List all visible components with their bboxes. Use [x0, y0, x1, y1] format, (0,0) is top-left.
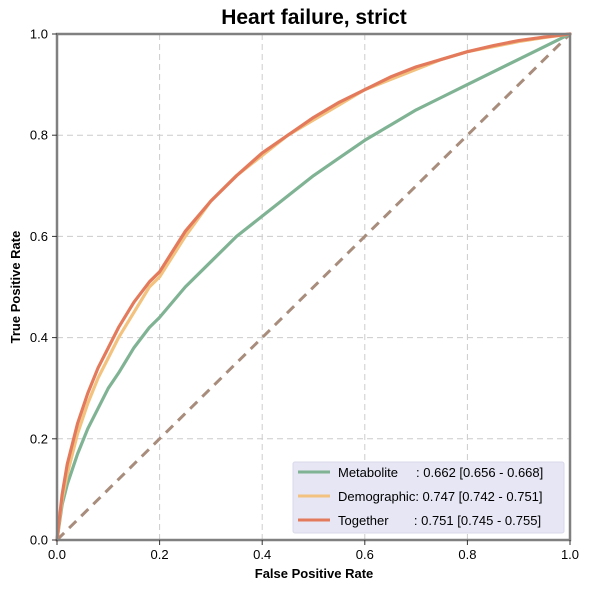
x-tick-label: 1.0 — [561, 547, 579, 562]
legend: Metabolite : 0.662 [0.656 - 0.668] Demog… — [292, 461, 565, 534]
reference-line-group — [55, 32, 572, 542]
y-tick-label: 0.4 — [30, 330, 48, 345]
x-axis-label: False Positive Rate — [255, 566, 374, 581]
legend-label-metabolite: Metabolite : 0.662 [0.656 - 0.668] — [338, 465, 543, 480]
legend-label-demographic: Demographic: 0.747 [0.742 - 0.751] — [338, 489, 543, 504]
y-tick-label: 0.2 — [30, 431, 48, 446]
x-axis-ticks: 0.0 0.2 0.4 0.6 0.8 1.0 — [48, 540, 579, 562]
y-tick-label: 0.6 — [30, 229, 48, 244]
x-tick-label: 0.8 — [458, 547, 476, 562]
plot-frame — [55, 32, 572, 542]
legend-box — [292, 461, 565, 534]
y-tick-label: 0.8 — [30, 128, 48, 143]
x-tick-label: 0.4 — [253, 547, 271, 562]
x-tick-label: 0.0 — [48, 547, 66, 562]
y-axis-ticks: 0.0 0.2 0.4 0.6 0.8 1.0 — [30, 27, 57, 548]
legend-label-together: Together : 0.751 [0.745 - 0.755] — [338, 513, 541, 528]
x-tick-label: 0.6 — [356, 547, 374, 562]
y-axis-label: True Positive Rate — [8, 231, 23, 344]
chance-reference-line — [55, 32, 572, 542]
x-tick-label: 0.2 — [151, 547, 169, 562]
chart-title: Heart failure, strict — [221, 6, 407, 29]
together-roc-line — [55, 32, 572, 542]
metabolite-roc-line — [55, 32, 572, 542]
series-group — [55, 32, 572, 542]
y-tick-label: 0.0 — [30, 533, 48, 548]
y-tick-label: 1.0 — [30, 27, 48, 42]
